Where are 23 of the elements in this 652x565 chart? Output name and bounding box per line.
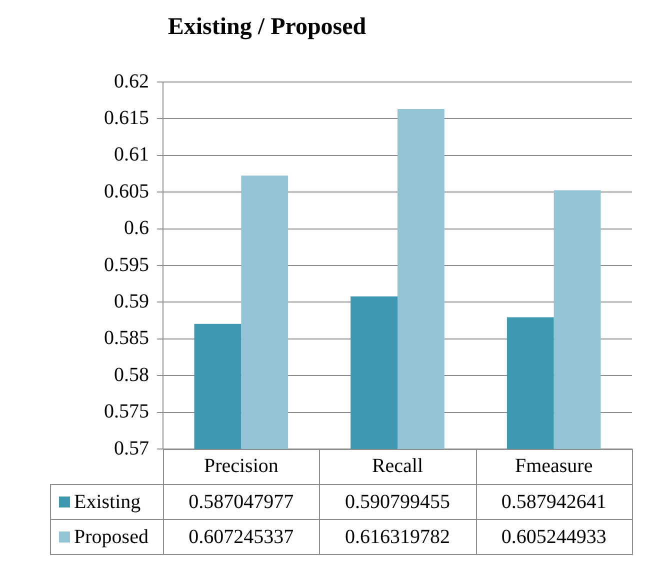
y-tick-label: 0.59 (114, 290, 149, 312)
y-tick-label: 0.575 (104, 400, 149, 423)
y-tick-label: 0.585 (104, 327, 149, 350)
legend-label: Proposed (74, 526, 148, 548)
y-tick-label: 0.57 (114, 437, 149, 460)
x-tick-label: Fmeasure (514, 454, 593, 477)
y-tick-label: 0.6 (124, 217, 149, 240)
x-tick-label: Recall (372, 454, 424, 477)
legend-label: Existing (74, 490, 141, 513)
y-tick-label: 0.605 (104, 180, 149, 202)
data-label: 0.607245337 (188, 526, 294, 548)
chart-title: Existing / Proposed (168, 14, 367, 40)
data-label: 0.587047977 (188, 490, 294, 513)
data-label: 0.587942641 (501, 490, 606, 513)
x-tick-label: Precision (204, 454, 278, 477)
data-label: 0.590799455 (345, 490, 450, 513)
y-tick-label: 0.62 (114, 70, 149, 92)
y-tick-label: 0.615 (104, 106, 149, 129)
y-tick-label: 0.61 (114, 144, 149, 166)
data-label: 0.605244933 (501, 526, 606, 548)
y-tick-label: 0.595 (104, 254, 149, 276)
data-label: 0.616319782 (345, 526, 450, 548)
y-tick-label: 0.58 (114, 364, 149, 386)
